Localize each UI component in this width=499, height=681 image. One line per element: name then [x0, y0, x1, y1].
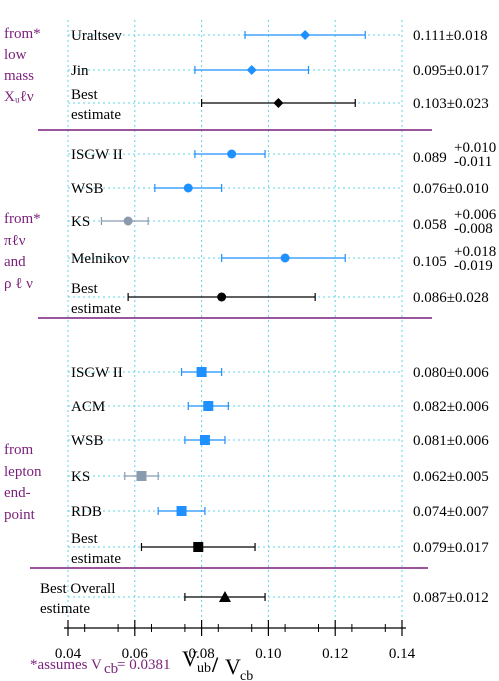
group-label-line: Xᵤℓν: [4, 89, 34, 105]
value-label-main: 0.058: [413, 217, 447, 233]
data-point-diamond: [273, 98, 284, 108]
group-label-line: from*: [4, 26, 41, 42]
x-axis-title-sub2: cb: [240, 669, 253, 681]
value-label: 0.082±0.006: [413, 399, 489, 415]
value-label-sub: -0.008: [454, 221, 493, 237]
row-label: ISGW II: [71, 147, 123, 163]
group-label-line: mass: [4, 68, 34, 84]
value-label: 0.076±0.010: [413, 181, 489, 197]
value-label: 0.081±0.006: [413, 433, 489, 449]
value-label: 0.095±0.017: [413, 63, 489, 79]
data-point-square: [199, 435, 210, 445]
data-point-diamond: [300, 30, 311, 40]
value-label: 0.111±0.018: [413, 28, 488, 44]
row-label: estimate: [71, 107, 121, 123]
data-point-square: [136, 471, 147, 481]
x-tick-label: 0.14: [389, 646, 416, 662]
row-label: estimate: [71, 301, 121, 317]
row-label: Best Overall: [40, 581, 115, 597]
group-label-line: point: [4, 507, 36, 523]
footnote-tail: = 0.0381: [117, 657, 170, 673]
data-point-circle: [280, 253, 290, 263]
row-label: Best: [71, 531, 99, 547]
x-axis-title-v2: V: [225, 654, 241, 679]
row-label: Best: [71, 87, 99, 103]
row-label: estimate: [40, 601, 90, 617]
data-point-square: [193, 542, 204, 552]
value-label-main: 0.105: [413, 254, 447, 270]
group-label-line: end-: [4, 485, 31, 501]
value-label-sup: +0.006: [454, 207, 497, 223]
row-label: RDB: [71, 504, 102, 520]
x-axis-title-v1: V: [182, 646, 198, 671]
row-label: estimate: [71, 551, 121, 567]
value-label: 0.103±0.023: [413, 96, 489, 112]
data-point-diamond: [246, 65, 257, 75]
footnote-text: *assumes V: [30, 657, 102, 673]
value-label-sub: -0.011: [454, 154, 492, 170]
group-label-line: and: [4, 254, 26, 270]
value-label: 0.087±0.012: [413, 590, 489, 606]
row-label: KS: [71, 469, 90, 485]
data-point-circle: [123, 216, 133, 226]
row-label: Uraltsev: [71, 28, 122, 44]
group-label-line: from*: [4, 211, 41, 227]
group-label-line: πℓν: [4, 233, 26, 249]
row-label: KS: [71, 214, 90, 230]
value-label: 0.062±0.005: [413, 469, 489, 485]
footnote-sub: cb: [104, 661, 118, 677]
row-label: ACM: [71, 399, 105, 415]
x-tick-label: 0.12: [322, 646, 348, 662]
row-label: ISGW II: [71, 365, 123, 381]
value-label-sub: -0.019: [454, 258, 493, 274]
data-point-circle: [227, 149, 237, 159]
data-point-square: [196, 367, 207, 377]
row-label: Melnikov: [71, 251, 130, 267]
x-tick-label: 0.08: [188, 646, 214, 662]
value-label: 0.086±0.028: [413, 290, 489, 306]
value-label-sup: +0.010: [454, 140, 496, 156]
value-label: 0.080±0.006: [413, 365, 489, 381]
data-point-square: [203, 401, 214, 411]
x-tick-label: 0.06: [122, 646, 149, 662]
value-label: 0.079±0.017: [413, 540, 489, 556]
data-point-triangle: [218, 591, 231, 602]
data-point-square: [176, 506, 187, 516]
value-label-sup: +0.018: [454, 244, 496, 260]
x-tick-label: 0.10: [255, 646, 281, 662]
data-point-circle: [217, 292, 227, 302]
data-point-circle: [183, 183, 193, 193]
x-axis-title-sub1: ub: [197, 661, 211, 676]
row-label: Jin: [71, 63, 89, 79]
value-label-main: 0.089: [413, 150, 447, 166]
group-label-line: from: [4, 442, 33, 458]
x-axis-title-slash: /: [211, 652, 219, 677]
group-label-line: lepton: [4, 464, 42, 480]
group-label-line: ρ ℓ ν: [4, 276, 33, 292]
row-label: WSB: [71, 181, 104, 197]
group-label-line: low: [4, 47, 27, 63]
row-label: Best: [71, 281, 99, 297]
row-label: WSB: [71, 433, 104, 449]
value-label: 0.074±0.007: [413, 504, 489, 520]
x-tick-label: 0.04: [55, 646, 82, 662]
